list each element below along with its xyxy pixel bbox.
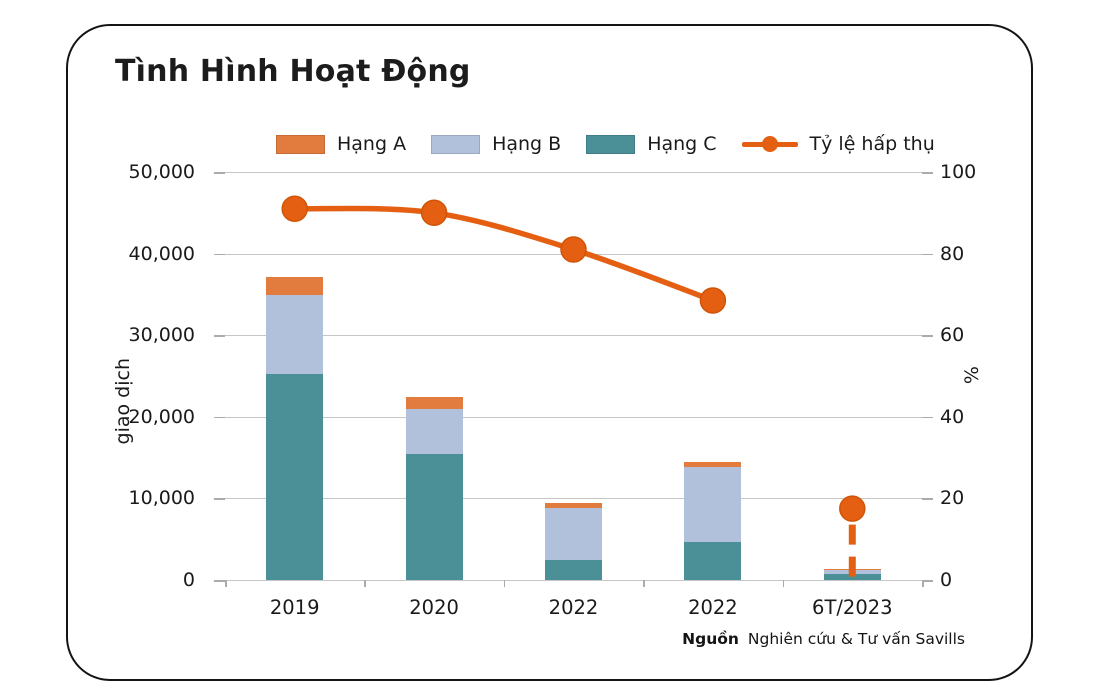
left-axis-tick-label: 30,000: [128, 324, 195, 347]
x-category-label: 6T/2023: [812, 596, 893, 619]
legend-swatch-icon: [586, 134, 636, 154]
right-axis-tick: [922, 580, 933, 582]
legend-line-marker-icon: [741, 135, 798, 154]
left-axis-tick-label: 50,000: [128, 161, 195, 183]
left-axis-tick-label: 10,000: [128, 487, 195, 510]
right-axis-title: %: [961, 366, 983, 385]
gridline: [225, 580, 922, 581]
x-axis-tick: [503, 580, 506, 587]
right-axis-tick-label: 60: [940, 324, 965, 347]
legend-label: Hạng A: [337, 133, 407, 155]
x-category-label: 2019: [269, 596, 320, 619]
legend-item: Hạng A: [276, 133, 406, 155]
right-axis-tick: [922, 498, 933, 500]
x-axis-tick: [225, 580, 227, 587]
bar-segment-hang-a: [405, 397, 463, 409]
x-category-label: 2022: [548, 596, 599, 619]
right-axis-tick: [922, 416, 933, 419]
left-axis-tick-label: 0: [182, 569, 195, 591]
x-category-label: 2022: [688, 596, 738, 619]
right-axis-tick-label: 80: [940, 242, 965, 265]
right-axis-tick-label: 20: [940, 487, 965, 510]
legend-item: Hạng C: [586, 133, 717, 155]
left-axis-tick: [214, 416, 225, 419]
absorption-line-layer: [281, 195, 866, 577]
bar-segment-hang-c: [545, 560, 602, 580]
chart-title: Tình Hình Hoạt Động: [115, 54, 471, 89]
bar-segment-hang-b: [405, 408, 463, 455]
x-category-label: 2020: [409, 596, 459, 619]
gridline: [225, 416, 922, 418]
legend-swatch-icon: [276, 134, 325, 154]
left-axis-tick: [214, 580, 225, 582]
left-axis-tick: [214, 335, 225, 337]
bar-segment-hang-c: [405, 454, 463, 580]
gridline: [225, 172, 922, 173]
left-axis-tick: [214, 498, 225, 500]
line-marker: [420, 199, 448, 227]
bar-segment-hang-c: [266, 373, 324, 580]
legend: Hạng A Hạng B Hạng C Tỷ lệ hấp thụ: [276, 131, 935, 157]
right-axis-tick: [922, 253, 933, 256]
chart-card: Tình Hình Hoạt Động Hạng A Hạng B Hạng C Tỷ…: [66, 24, 1033, 681]
bar-segment-hang-a: [545, 503, 602, 509]
bar-segment-hang-b: [684, 467, 742, 543]
bar-segment-hang-b: [545, 508, 602, 561]
right-axis-tick-label: 100: [940, 161, 977, 183]
right-axis-tick-label: 40: [940, 405, 965, 428]
bar-segment-hang-c: [684, 542, 742, 580]
absorption-line: [294, 205, 714, 304]
left-axis-tick-label: 40,000: [128, 242, 195, 265]
right-axis-tick: [922, 335, 933, 337]
legend-label: Hạng B: [492, 133, 562, 155]
x-axis-tick: [643, 580, 645, 587]
legend-item: Tỷ lệ hấp thụ: [741, 133, 935, 155]
legend-label: Tỷ lệ hấp thụ: [809, 133, 935, 155]
left-axis-tick-label: 20,000: [128, 405, 195, 428]
line-marker: [281, 195, 308, 222]
bar-segment-hang-a: [684, 462, 742, 468]
left-axis-title: giao dịch: [112, 358, 134, 445]
left-axis-tick: [214, 253, 225, 256]
x-axis-tick: [782, 580, 785, 587]
line-marker: [839, 495, 866, 522]
legend-item: Hạng B: [431, 133, 561, 155]
bar-segment-hang-a: [266, 277, 324, 296]
legend-swatch-icon: [431, 134, 481, 154]
left-axis-tick: [214, 172, 225, 174]
source-note: Nguồn Nghiên cứu & Tư vấn Savills: [682, 630, 965, 648]
bar-segment-hang-b: [266, 295, 324, 374]
legend-label: Hạng C: [647, 133, 717, 155]
line-marker: [699, 287, 727, 314]
source-label: Nguồn: [682, 630, 739, 648]
x-axis-tick: [364, 580, 366, 587]
right-axis-tick: [922, 172, 933, 174]
gridline: [225, 335, 922, 337]
line-marker: [560, 236, 587, 263]
x-axis-tick: [922, 580, 924, 587]
source-text: Nghiên cứu & Tư vấn Savills: [747, 630, 965, 648]
right-axis-tick-label: 0: [940, 569, 953, 591]
legend-line-dot: [761, 136, 778, 152]
gridline: [225, 498, 922, 500]
bar-segment-hang-c: [823, 574, 881, 580]
